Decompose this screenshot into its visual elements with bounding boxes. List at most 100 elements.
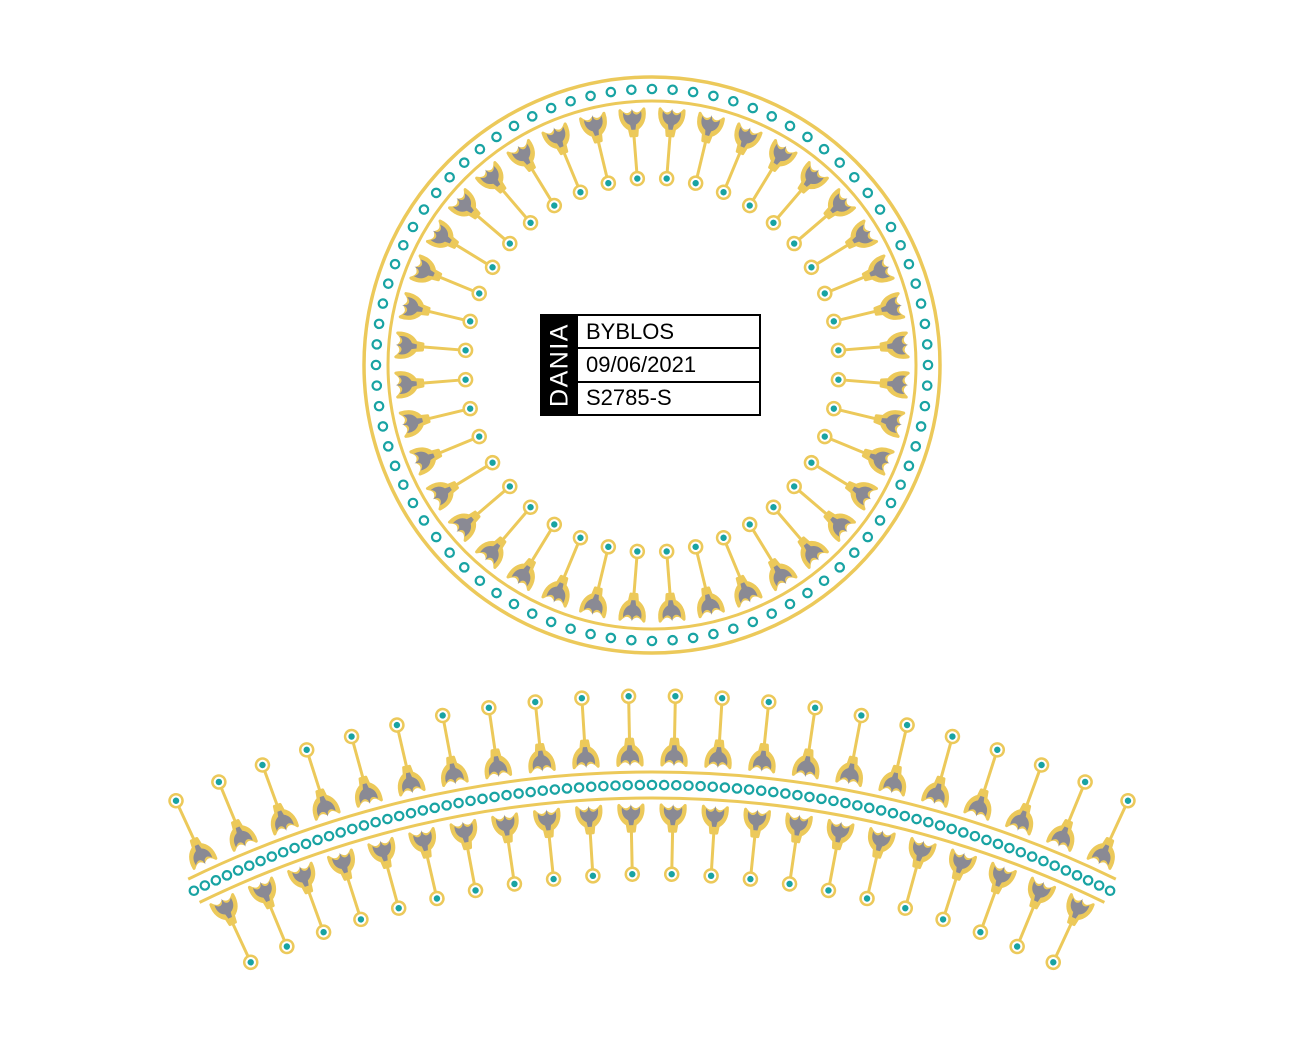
- ring-bead: [919, 318, 931, 330]
- motif-bead: [462, 376, 469, 383]
- motif-bead: [462, 347, 469, 354]
- motif-fleur: [453, 516, 474, 537]
- motif-stem: [230, 920, 250, 959]
- motif-stem: [596, 139, 609, 179]
- motif-bead: [692, 543, 699, 551]
- motif-fleur: [488, 755, 508, 778]
- motif: [791, 700, 823, 780]
- motif-fleur: [292, 866, 311, 887]
- motif-bead: [577, 189, 584, 196]
- motif-stem: [465, 845, 477, 886]
- motif: [658, 107, 686, 187]
- motif: [687, 539, 725, 619]
- motif-stem: [670, 829, 675, 870]
- motif-fleur: [546, 582, 566, 604]
- motif-stem: [895, 729, 908, 770]
- motif-bead: [830, 405, 838, 412]
- motif: [409, 428, 487, 476]
- motif-fleur: [275, 810, 294, 832]
- motif-bead: [629, 871, 636, 878]
- motif: [826, 292, 906, 330]
- motif: [817, 254, 895, 302]
- ring-bead: [766, 608, 778, 619]
- motif: [448, 478, 518, 542]
- motif-fleur: [579, 805, 599, 828]
- motif-fleur: [789, 814, 809, 836]
- motif-bead: [605, 543, 612, 551]
- motif-bead: [663, 548, 670, 555]
- motif: [398, 400, 478, 438]
- motif-bead: [476, 433, 483, 440]
- motif: [963, 742, 1006, 821]
- arc-bead: [695, 780, 706, 792]
- motif-stem: [345, 876, 361, 916]
- arc-bead: [300, 838, 312, 850]
- motif-fleur: [621, 804, 641, 826]
- motif-bead: [1013, 943, 1021, 950]
- motif-bead: [466, 405, 474, 412]
- arc-bead: [981, 834, 992, 846]
- pattern-date: 09/06/2021: [578, 349, 759, 383]
- motif-stem: [474, 488, 507, 517]
- motif: [541, 530, 589, 608]
- motif-stem: [866, 854, 879, 894]
- arc-bead: [1060, 865, 1072, 876]
- motif: [660, 688, 688, 767]
- motif: [1005, 757, 1050, 836]
- motif-bead: [994, 746, 1001, 754]
- motif: [935, 848, 978, 928]
- motif: [481, 700, 513, 780]
- ring-bead: [784, 120, 796, 132]
- motif-stem: [176, 804, 197, 843]
- motif-fleur: [316, 795, 336, 817]
- ring-bead: [444, 171, 455, 183]
- ring-bead: [398, 479, 409, 491]
- motif-fleur: [747, 809, 767, 831]
- ring-bead: [418, 204, 430, 215]
- motif: [579, 539, 617, 619]
- ring-bead: [474, 143, 486, 155]
- motif: [765, 161, 829, 231]
- motif-stem: [425, 854, 438, 894]
- motif-bead: [720, 189, 727, 196]
- motif-bead: [835, 347, 842, 354]
- motif-fleur: [413, 830, 432, 852]
- motif-bead: [532, 698, 539, 706]
- ring-bead: [834, 157, 846, 168]
- arc-bead: [525, 786, 536, 798]
- arc-bead: [188, 885, 200, 897]
- motif: [687, 111, 725, 191]
- motif-fleur: [869, 259, 891, 279]
- ring-bead: [474, 575, 486, 587]
- motif-fleur: [623, 108, 642, 130]
- motif-fleur: [663, 804, 683, 826]
- ring-bead: [862, 531, 874, 543]
- motif-stem: [426, 309, 466, 322]
- motif-fleur: [738, 582, 758, 604]
- ring-bead: [626, 634, 637, 646]
- motif-fleur: [831, 821, 850, 843]
- motif-bead: [466, 318, 474, 325]
- motif: [475, 499, 539, 569]
- motif-bead: [476, 290, 483, 297]
- motif-bead: [527, 219, 534, 227]
- motif-bead: [247, 959, 254, 966]
- arc-bead: [840, 797, 851, 809]
- motif-fleur: [583, 594, 603, 615]
- motif-stem: [827, 845, 839, 886]
- motif: [254, 757, 299, 836]
- ring-bead: [508, 120, 520, 132]
- arc-bead: [875, 805, 887, 816]
- motif-stem: [547, 834, 555, 875]
- ring-bead: [565, 623, 576, 635]
- arc-bead: [852, 800, 863, 811]
- ring-bead: [903, 258, 915, 270]
- arc-bead: [934, 820, 946, 831]
- motif-fleur: [402, 414, 423, 434]
- motif-fleur: [454, 821, 473, 843]
- motif-stem: [1017, 904, 1036, 943]
- motif-fleur: [620, 745, 640, 767]
- motif: [972, 861, 1017, 940]
- motif-bead: [320, 928, 327, 936]
- motif: [1009, 876, 1057, 955]
